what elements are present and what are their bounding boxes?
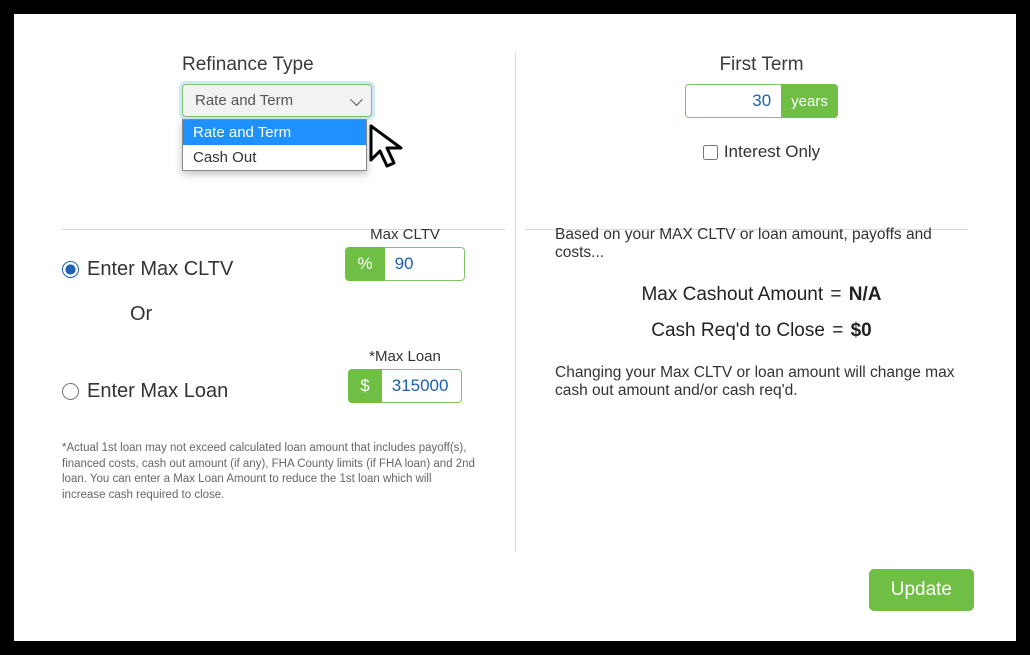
refinance-type-section: Refinance Type Rate and Term Rate and Te… [62, 54, 515, 184]
max-loan-radio[interactable] [62, 383, 79, 400]
max-cashout-value: N/A [849, 284, 882, 305]
max-cltv-input[interactable] [385, 247, 465, 281]
dropdown-option-cash-out[interactable]: Cash Out [183, 145, 366, 170]
first-term-section: First Term years Interest Only [515, 54, 968, 184]
max-loan-input[interactable] [382, 369, 462, 403]
percent-addon: % [345, 247, 384, 281]
results-section: Based on your MAX CLTV or loan amount, p… [515, 208, 968, 503]
loan-input-section: Enter Max CLTV Max CLTV % Or Enter Max L… [62, 208, 515, 503]
max-cltv-field-label: Max CLTV [370, 226, 440, 243]
or-text: Or [130, 303, 475, 326]
max-cashout-line: Max Cashout Amount = N/A [555, 284, 968, 306]
cash-req-value: $0 [851, 320, 872, 341]
dropdown-option-rate-and-term[interactable]: Rate and Term [183, 120, 366, 145]
update-button[interactable]: Update [869, 569, 974, 611]
refinance-type-label: Refinance Type [182, 54, 475, 76]
first-term-label: First Term [719, 54, 803, 76]
cash-req-line: Cash Req'd to Close = $0 [555, 320, 968, 342]
dollar-addon: $ [348, 369, 381, 403]
refinance-type-select[interactable]: Rate and Term [182, 84, 372, 117]
max-loan-radio-row[interactable]: Enter Max Loan [62, 380, 228, 403]
refinance-type-dropdown: Rate and Term Cash Out [182, 119, 367, 171]
max-cltv-radio-row[interactable]: Enter Max CLTV [62, 258, 233, 281]
results-lead-text: Based on your MAX CLTV or loan amount, p… [555, 226, 968, 262]
interest-only-checkbox[interactable] [703, 145, 718, 160]
max-loan-option-label: Enter Max Loan [87, 380, 228, 403]
interest-only-row[interactable]: Interest Only [703, 142, 820, 162]
max-loan-field-label: *Max Loan [369, 348, 441, 365]
cash-req-label: Cash Req'd to Close [651, 320, 825, 341]
max-cltv-radio[interactable] [62, 261, 79, 278]
footnote-text: *Actual 1st loan may not exceed calculat… [62, 441, 475, 503]
cursor-icon [367, 124, 415, 172]
interest-only-label: Interest Only [724, 142, 820, 162]
results-tail-text: Changing your Max CLTV or loan amount wi… [555, 364, 968, 400]
max-cashout-label: Max Cashout Amount [641, 284, 823, 305]
max-cltv-option-label: Enter Max CLTV [87, 258, 233, 281]
loan-refinance-panel: Refinance Type Rate and Term Rate and Te… [14, 14, 1016, 641]
first-term-unit: years [781, 84, 838, 118]
first-term-input[interactable] [685, 84, 781, 118]
